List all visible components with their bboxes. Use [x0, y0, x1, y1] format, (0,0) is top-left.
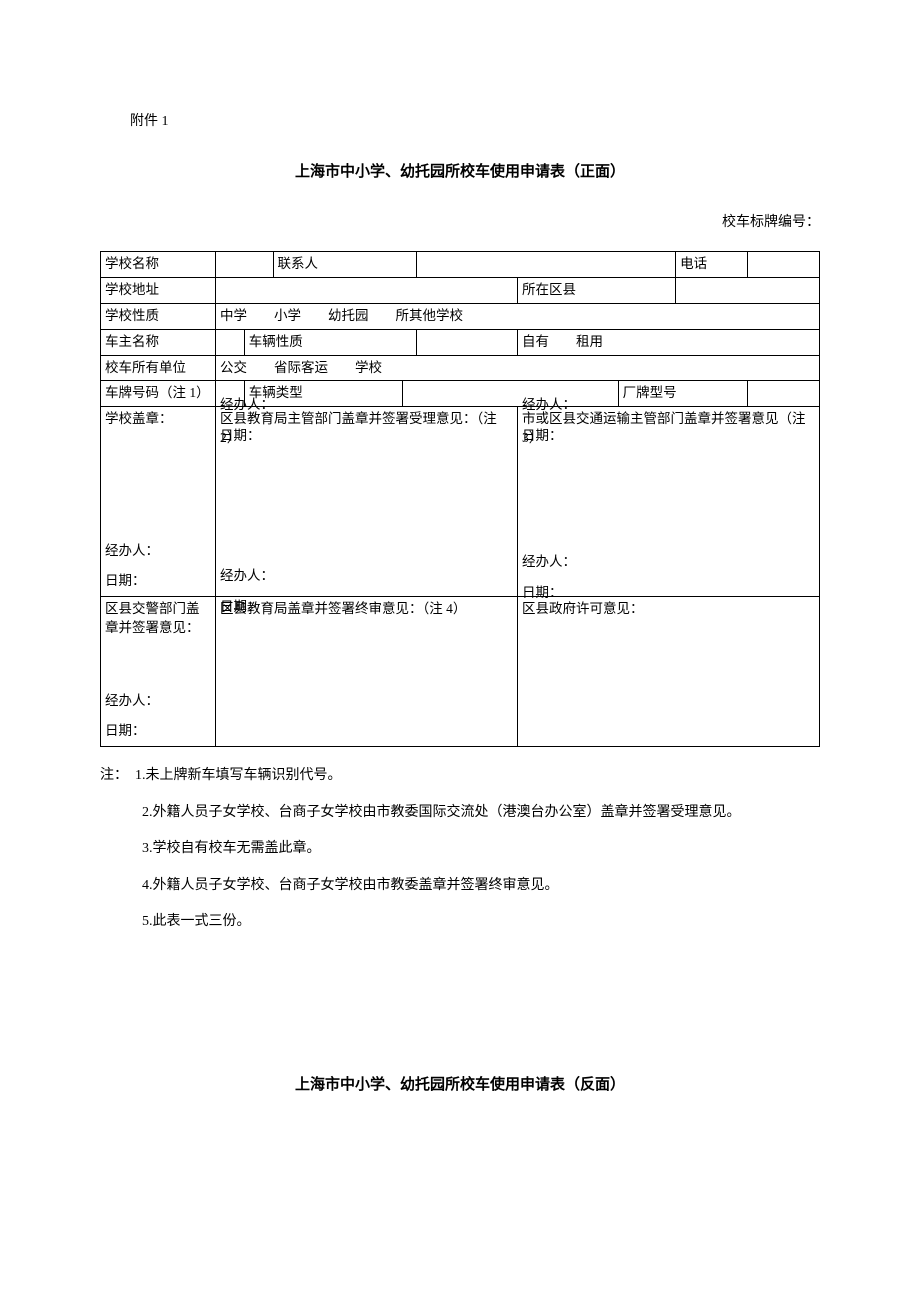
label-vehicle-nature: 车辆性质 — [244, 329, 417, 355]
label-owner-name: 车主名称 — [101, 329, 216, 355]
label-date: 日期： — [220, 598, 274, 617]
note-item: 4.外籍人员子女学校、台商子女学校由市教委盖章并签署终审意见。 — [142, 875, 820, 897]
label-bus-owner-unit: 校车所有单位 — [101, 355, 216, 381]
form-title: 上海市中小学、幼托园所校车使用申请表（正面） — [100, 160, 820, 181]
table-row: 区县交警部门盖章并签署意见： 经办人： 日期： 区县教育局盖章并签署终审意见：（… — [101, 597, 820, 747]
notes-label: 注： — [100, 768, 128, 783]
label-phone: 电话 — [676, 252, 748, 278]
field-bus-owner-unit-options: 公交 省际客运 学校 — [216, 355, 820, 381]
label-date: 日期： — [105, 572, 159, 591]
label-contact: 联系人 — [273, 252, 417, 278]
field-brand-model — [748, 381, 820, 407]
form-title-back: 上海市中小学、幼托园所校车使用申请表（反面） — [100, 1073, 820, 1094]
label-date: 日期： — [220, 427, 274, 446]
field-vehicle-nature-options: 自有 租用 — [517, 329, 819, 355]
table-row: 学校地址 所在区县 — [101, 277, 820, 303]
attachment-label: 附件 1 — [130, 110, 820, 130]
note-item: 5.此表一式三份。 — [142, 911, 820, 933]
table-row: 学校盖章： 经办人： 日期： 区县教育局主管部门盖章并签署受理意见：（注 2） … — [101, 407, 820, 597]
note-item: 3.学校自有校车无需盖此章。 — [142, 838, 820, 860]
label-school-seal: 学校盖章： — [105, 410, 211, 429]
field-vehicle-nature-blank — [417, 329, 518, 355]
label-police-seal: 区县交警部门盖章并签署意见： — [105, 600, 211, 638]
label-school-address: 学校地址 — [101, 277, 216, 303]
table-row: 学校名称 联系人 电话 — [101, 252, 820, 278]
table-row: 车主名称 车辆性质 自有 租用 — [101, 329, 820, 355]
field-school-name — [216, 252, 274, 278]
note-item: 注： 1.未上牌新车填写车辆识别代号。 — [100, 765, 820, 787]
label-handler: 经办人： — [220, 396, 274, 415]
label-handler: 经办人： — [220, 567, 274, 586]
label-date: 日期： — [105, 722, 159, 741]
table-row: 校车所有单位 公交 省际客运 学校 — [101, 355, 820, 381]
notes-section: 注： 1.未上牌新车填写车辆识别代号。 2.外籍人员子女学校、台商子女学校由市教… — [100, 765, 820, 933]
note-text: 1.未上牌新车填写车辆识别代号。 — [135, 768, 342, 783]
field-school-type-options: 中学 小学 幼托园 所其他学校 — [216, 303, 820, 329]
label-date: 日期： — [522, 427, 576, 446]
field-contact — [417, 252, 676, 278]
label-school-name: 学校名称 — [101, 252, 216, 278]
field-vehicle-type — [402, 381, 618, 407]
field-phone — [748, 252, 820, 278]
label-district: 所在区县 — [517, 277, 675, 303]
label-date: 日期： — [522, 584, 576, 603]
cell-edu-final: 区县教育局盖章并签署终审意见：（注 4） 经办人： 日期： — [216, 597, 518, 747]
label-brand-model: 厂牌型号 — [618, 381, 747, 407]
label-handler: 经办人： — [105, 692, 159, 711]
field-school-address — [216, 277, 518, 303]
cell-gov-permit: 区县政府许可意见： 经办人： 日期： — [517, 597, 819, 747]
note-item: 2.外籍人员子女学校、台商子女学校由市教委国际交流处（港澳台办公室）盖章并签署受… — [142, 802, 820, 824]
field-district — [676, 277, 820, 303]
table-row: 学校性质 中学 小学 幼托园 所其他学校 — [101, 303, 820, 329]
cell-school-seal: 学校盖章： 经办人： 日期： — [101, 407, 216, 597]
label-handler: 经办人： — [522, 396, 576, 415]
label-plate-no: 车牌号码（注 1） — [101, 381, 216, 407]
field-owner-name — [216, 329, 245, 355]
label-handler: 经办人： — [105, 542, 159, 561]
table-row: 车牌号码（注 1） 车辆类型 厂牌型号 — [101, 381, 820, 407]
cell-police-seal: 区县交警部门盖章并签署意见： 经办人： 日期： — [101, 597, 216, 747]
label-handler: 经办人： — [522, 553, 576, 572]
label-school-type: 学校性质 — [101, 303, 216, 329]
application-table: 学校名称 联系人 电话 学校地址 所在区县 学校性质 中学 小学 幼托园 所其他… — [100, 251, 820, 747]
plate-number-label: 校车标牌编号： — [100, 211, 820, 231]
